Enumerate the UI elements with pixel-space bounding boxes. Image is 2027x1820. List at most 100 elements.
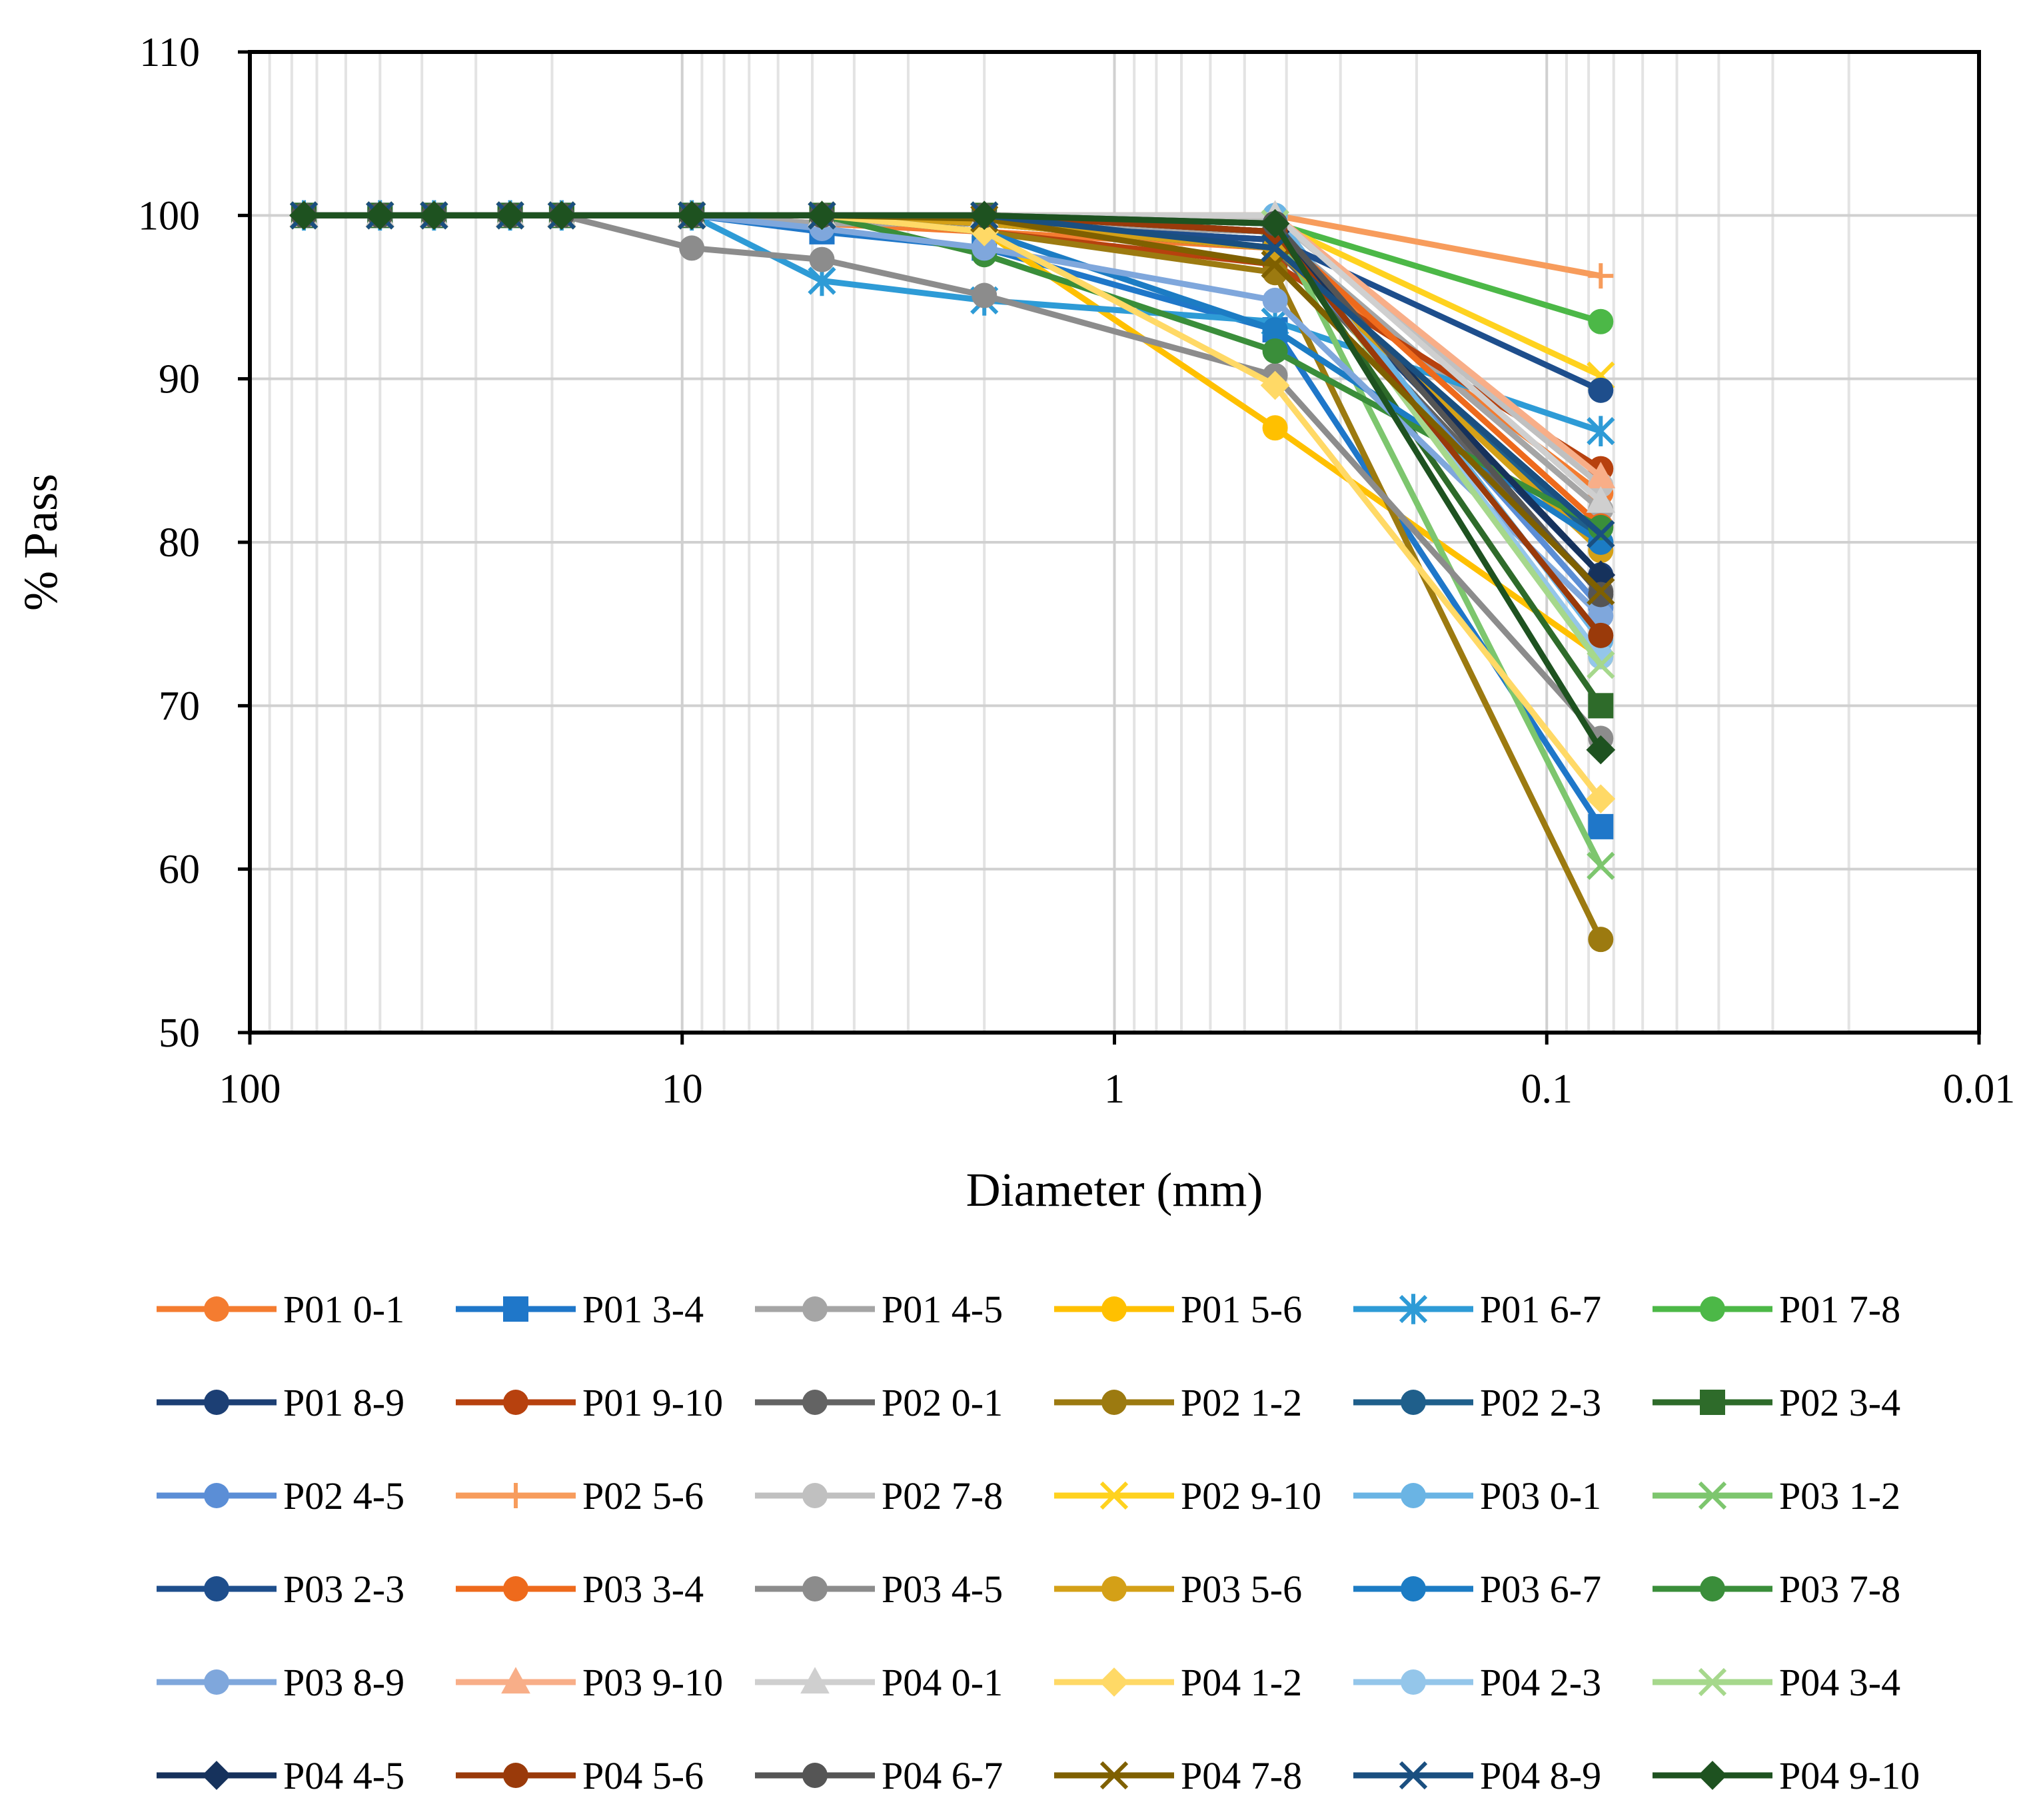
legend-label: P02 2-3 xyxy=(1480,1381,1601,1424)
data-point xyxy=(1588,514,1614,540)
legend-item: P04 2-3 xyxy=(1353,1661,1601,1704)
legend-label: P03 6-7 xyxy=(1480,1568,1601,1611)
data-point xyxy=(970,217,1000,246)
legend-item: P04 0-1 xyxy=(755,1661,1003,1704)
x-tick-label: 1 xyxy=(1104,1067,1125,1112)
data-point xyxy=(972,235,998,261)
legend-label: P03 7-8 xyxy=(1779,1568,1900,1611)
y-tick-label: 110 xyxy=(139,30,200,75)
data-point xyxy=(1262,415,1288,441)
legend-label: P02 7-8 xyxy=(882,1474,1003,1518)
legend-swatch-marker xyxy=(802,1296,828,1322)
legend-item: P03 0-1 xyxy=(1353,1474,1601,1518)
data-point xyxy=(1588,622,1614,648)
legend-label: P04 1-2 xyxy=(1181,1661,1302,1704)
y-tick-label: 60 xyxy=(159,847,200,893)
data-point xyxy=(1587,520,1615,548)
legend-label: P01 8-9 xyxy=(283,1381,404,1424)
legend-label: P02 5-6 xyxy=(582,1474,704,1518)
legend-swatch-marker xyxy=(204,1296,229,1322)
legend-label: P02 9-10 xyxy=(1181,1474,1321,1518)
legend-label: P01 4-5 xyxy=(882,1288,1003,1331)
legend-item: P01 8-9 xyxy=(157,1381,404,1424)
data-point xyxy=(970,201,1000,230)
legend-item: P03 9-10 xyxy=(456,1661,723,1704)
legend-swatch-marker xyxy=(204,1390,229,1415)
legend-item: P02 7-8 xyxy=(755,1474,1003,1518)
legend-item: P04 6-7 xyxy=(755,1754,1003,1797)
legend-label: P03 4-5 xyxy=(882,1568,1003,1611)
legend-item: P02 0-1 xyxy=(755,1381,1003,1424)
legend-item: P03 5-6 xyxy=(1054,1568,1302,1611)
data-point xyxy=(1587,577,1615,606)
legend-swatch-marker xyxy=(1401,1669,1426,1695)
data-point xyxy=(1262,287,1288,313)
data-point xyxy=(1260,370,1290,400)
y-tick-label: 70 xyxy=(159,683,200,729)
data-point xyxy=(1586,486,1616,513)
legend-label: P01 6-7 xyxy=(1480,1288,1601,1331)
data-point xyxy=(547,201,576,230)
legend-item: P01 4-5 xyxy=(755,1288,1003,1331)
legend-item: P01 9-10 xyxy=(456,1381,723,1424)
legend-item: P01 3-4 xyxy=(456,1288,704,1331)
data-point xyxy=(809,246,835,272)
data-point xyxy=(289,201,319,230)
data-point xyxy=(1586,735,1616,765)
legend-item: P02 3-4 xyxy=(1653,1381,1900,1424)
x-tick-labels: 100 10 1 0.1 0.01 xyxy=(219,1067,2016,1112)
data-point xyxy=(1587,416,1615,446)
data-point xyxy=(1586,462,1616,488)
legend-item: P02 1-2 xyxy=(1054,1381,1302,1424)
legend-label: P03 9-10 xyxy=(582,1661,723,1704)
legend-swatch-marker xyxy=(802,1390,828,1415)
legend-swatch-marker xyxy=(1698,1481,1727,1510)
legend-label: P01 0-1 xyxy=(283,1288,404,1331)
legend-item: P03 1-2 xyxy=(1653,1474,1900,1518)
series-p04-9-10 xyxy=(289,201,1616,765)
legend-label: P01 5-6 xyxy=(1181,1288,1302,1331)
legend-item: P01 7-8 xyxy=(1653,1288,1900,1331)
legend-label: P03 8-9 xyxy=(283,1661,404,1704)
legend-swatch-marker xyxy=(204,1576,229,1601)
legend-label: P03 0-1 xyxy=(1480,1474,1601,1518)
legend-swatch-marker xyxy=(202,1761,231,1790)
legend-item: P02 4-5 xyxy=(157,1474,404,1518)
data-point xyxy=(1587,851,1615,880)
data-point xyxy=(807,201,837,230)
legend-swatch-marker xyxy=(204,1669,229,1695)
legend-swatch-marker xyxy=(1698,1761,1727,1790)
legend-item: P02 9-10 xyxy=(1054,1474,1321,1518)
legend-label: P03 5-6 xyxy=(1181,1568,1302,1611)
legend-swatch-marker xyxy=(204,1483,229,1508)
legend-item: P03 2-3 xyxy=(157,1568,404,1611)
data-point xyxy=(1587,650,1615,680)
legend-swatch-marker xyxy=(1099,1761,1129,1790)
y-tick-label: 100 xyxy=(138,193,200,238)
legend-label: P02 0-1 xyxy=(882,1381,1003,1424)
data-point xyxy=(419,201,449,230)
data-point xyxy=(365,201,395,230)
data-point xyxy=(1260,209,1290,238)
legend-label: P02 3-4 xyxy=(1779,1381,1900,1424)
legend-label: P02 4-5 xyxy=(283,1474,404,1518)
legend-item: P03 3-4 xyxy=(456,1568,704,1611)
legend-swatch-marker xyxy=(503,1390,528,1415)
legend-swatch-marker xyxy=(503,1576,528,1601)
legend-swatch-marker xyxy=(1401,1483,1426,1508)
x-tick-label: 0.01 xyxy=(1943,1067,2016,1112)
legend-swatch-marker xyxy=(503,1296,528,1322)
y-tick-label: 90 xyxy=(159,357,200,402)
legend-swatch-marker xyxy=(501,1667,530,1694)
y-tick-labels: 50 60 70 80 90 100 110 xyxy=(138,30,200,1056)
data-point xyxy=(1588,927,1614,953)
legend-label: P04 8-9 xyxy=(1480,1754,1601,1797)
legend-label: P03 3-4 xyxy=(582,1568,704,1611)
y-tick-label: 80 xyxy=(159,520,200,566)
legend-swatch-marker xyxy=(1700,1576,1725,1601)
legend-label: P02 1-2 xyxy=(1181,1381,1302,1424)
legend-item: P03 7-8 xyxy=(1653,1568,1900,1611)
data-point xyxy=(1262,317,1288,343)
legend-item: P02 2-3 xyxy=(1353,1381,1601,1424)
data-point xyxy=(1588,693,1614,719)
